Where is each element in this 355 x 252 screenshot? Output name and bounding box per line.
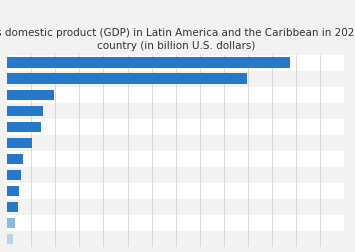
Bar xyxy=(7,138,32,148)
Bar xyxy=(7,55,344,71)
Bar xyxy=(7,231,344,247)
Bar xyxy=(7,103,344,119)
Bar xyxy=(7,58,290,69)
Bar xyxy=(7,170,21,180)
Title: Gross domestic product (GDP) in Latin America and the Caribbean in 2024, by
coun: Gross domestic product (GDP) in Latin Am… xyxy=(0,28,355,50)
Bar xyxy=(7,202,18,212)
Bar xyxy=(7,167,344,183)
Bar xyxy=(7,151,344,167)
Bar xyxy=(7,186,20,196)
Bar xyxy=(7,199,344,215)
Bar xyxy=(7,154,23,164)
Bar xyxy=(7,87,344,103)
Bar xyxy=(7,119,344,135)
Bar xyxy=(7,135,344,151)
Bar xyxy=(7,218,15,228)
Bar xyxy=(7,71,344,87)
Bar xyxy=(7,234,12,244)
Bar xyxy=(7,106,43,116)
Bar xyxy=(7,74,247,85)
Bar xyxy=(7,90,54,101)
Bar xyxy=(7,122,41,133)
Bar xyxy=(7,183,344,199)
Bar xyxy=(7,215,344,231)
